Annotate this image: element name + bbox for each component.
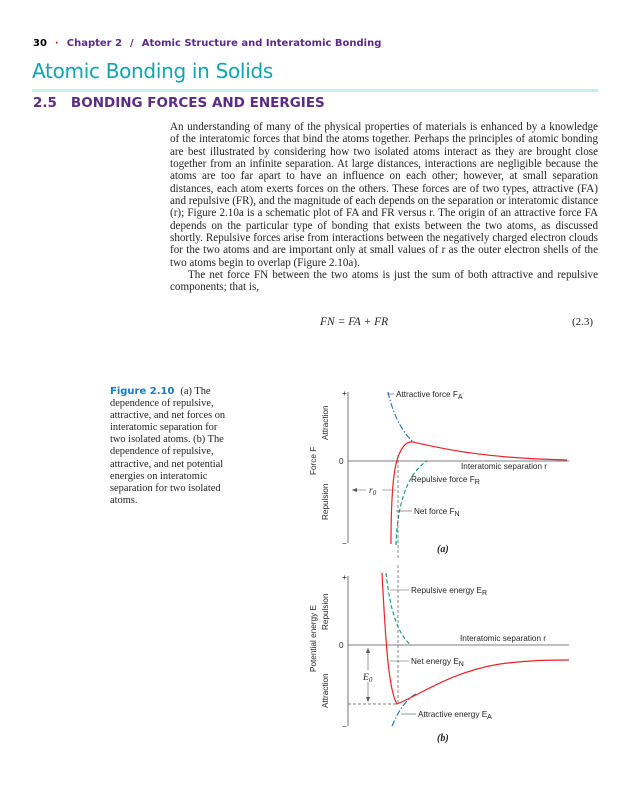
e0-label: E0	[362, 673, 373, 684]
net-energy-label: Net energy EN	[411, 657, 464, 668]
repulsive-energy-label: Repulsive energy ER	[411, 586, 487, 597]
repulsive-energy-curve	[385, 572, 412, 646]
bullet: ·	[54, 38, 59, 49]
figure-label: Figure 2.10	[110, 386, 175, 397]
minus-tick: −	[342, 722, 347, 731]
x-axis-label: Interatomic separation r	[461, 462, 547, 471]
attractive-force-curve	[387, 391, 414, 443]
panel-b: + − 0 Potential energy E Repulsion Attra…	[309, 565, 570, 744]
r0-label: r0	[369, 486, 377, 497]
figure-caption: Figure 2.10 (a) The dependence of repulsi…	[110, 386, 234, 507]
page-title: Atomic Bonding in Solids	[32, 59, 273, 83]
attraction-label: Attraction	[321, 673, 330, 708]
net-force-curve	[390, 441, 568, 545]
chapter-label: Chapter 2	[66, 38, 123, 49]
net-energy-curve	[381, 572, 570, 705]
attractive-energy-label: Attractive energy EA	[418, 710, 492, 721]
attraction-label: Attraction	[321, 405, 330, 440]
caption-text: (a) The dependence of repulsive, attract…	[110, 386, 226, 506]
equation: FN = FA + FR	[320, 316, 389, 328]
arrowhead	[352, 488, 357, 492]
paragraph: The net force FN between the two atoms i…	[170, 269, 598, 294]
section-heading: 2.5 BONDING FORCES AND ENERGIES	[33, 95, 325, 111]
repulsion-label: Repulsion	[321, 593, 330, 630]
chapter-title: Atomic Structure and Interatomic Bonding	[141, 38, 382, 49]
section-number: 2.5	[33, 95, 57, 111]
section-title: BONDING FORCES AND ENERGIES	[70, 95, 325, 111]
attractive-force-label: Attractive force FA	[396, 390, 463, 401]
panel-a: + − 0 Force F Attraction Repulsion r0 At…	[309, 389, 569, 560]
repulsion-label: Repulsion	[321, 483, 330, 520]
page-number: 30	[33, 38, 47, 49]
plus-tick: +	[342, 389, 347, 398]
y-axis-label: Potential energy E	[309, 605, 318, 672]
y-axis-label: Force F	[309, 447, 318, 475]
plus-tick: +	[342, 573, 347, 582]
attractive-energy-curve	[391, 692, 418, 727]
net-force-label: Net force FN	[414, 507, 460, 518]
repulsive-force-curve	[395, 460, 428, 546]
title-rule	[32, 89, 598, 92]
panel-b-label: (b)	[437, 733, 449, 744]
body-text: An understanding of many of the physical…	[170, 121, 598, 294]
separator: /	[130, 38, 134, 49]
equation-number: (2.3)	[572, 316, 594, 328]
paragraph: An understanding of many of the physical…	[170, 121, 598, 269]
panel-a-label: (a)	[437, 544, 449, 555]
repulsive-force-label: Repulsive force FR	[411, 475, 480, 486]
running-head: 30 · Chapter 2 / Atomic Structure and Intera…	[33, 38, 381, 49]
zero-tick: 0	[339, 641, 344, 650]
x-axis-label: Interatomic separation r	[460, 634, 546, 643]
zero-tick: 0	[339, 457, 344, 466]
minus-tick: −	[342, 539, 347, 548]
